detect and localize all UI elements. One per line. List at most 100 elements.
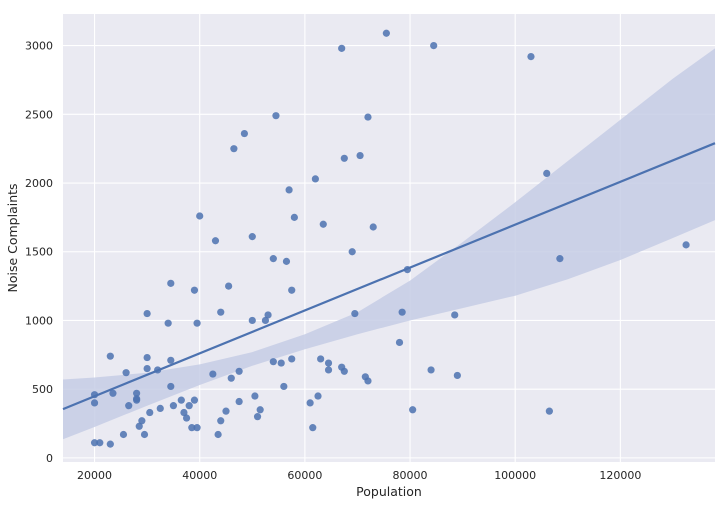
data-points — [90, 29, 690, 448]
data-point — [193, 319, 201, 327]
y-axis-label: Noise Complaints — [5, 183, 20, 292]
data-point — [364, 113, 372, 121]
data-point — [309, 424, 317, 432]
data-point — [190, 286, 199, 294]
data-point — [217, 417, 225, 425]
data-point — [217, 308, 225, 316]
data-point — [272, 112, 280, 120]
data-point — [288, 286, 296, 294]
x-axis-label: Population — [356, 484, 422, 499]
data-point — [319, 220, 327, 228]
data-point — [269, 255, 277, 263]
data-point — [146, 408, 154, 417]
y-tick-label: 2000 — [25, 177, 53, 190]
data-point — [156, 404, 164, 413]
data-point — [138, 417, 146, 425]
data-point — [382, 29, 390, 37]
data-point — [348, 248, 356, 256]
data-point — [230, 145, 238, 153]
data-point — [288, 355, 296, 363]
data-point — [196, 212, 204, 220]
data-point — [125, 402, 133, 410]
data-point — [314, 392, 322, 400]
data-point — [409, 406, 417, 414]
data-point — [251, 392, 259, 400]
data-point — [398, 308, 406, 316]
data-point — [256, 406, 264, 414]
data-point — [109, 389, 117, 397]
y-axis-ticks: 0 500 1000 1500 2000 2500 3000 — [25, 40, 53, 465]
data-point — [290, 213, 298, 221]
data-point — [545, 407, 553, 415]
x-tick-label: 80000 — [393, 469, 428, 482]
data-point — [167, 382, 175, 391]
data-point — [106, 440, 114, 448]
data-point — [143, 353, 151, 362]
data-point — [282, 257, 291, 265]
data-point — [90, 399, 99, 407]
data-point — [317, 355, 325, 363]
data-point — [280, 382, 288, 391]
y-tick-label: 2500 — [25, 108, 53, 121]
data-point — [311, 175, 319, 183]
data-point — [543, 169, 551, 178]
data-point — [133, 396, 141, 404]
data-point — [122, 369, 130, 377]
data-point — [240, 129, 249, 138]
y-tick-label: 1000 — [25, 314, 53, 327]
data-point — [193, 424, 201, 432]
data-point — [356, 151, 364, 160]
data-point — [96, 439, 104, 447]
data-point — [140, 430, 149, 439]
x-tick-label: 20000 — [77, 469, 112, 482]
regression-line — [62, 142, 716, 411]
data-point — [430, 42, 438, 50]
data-point — [351, 309, 359, 318]
data-point — [143, 364, 151, 373]
x-tick-label: 120000 — [599, 469, 641, 482]
data-point — [527, 53, 535, 61]
data-point — [222, 407, 230, 415]
data-point — [214, 430, 222, 439]
x-tick-label: 60000 — [287, 469, 322, 482]
data-point — [427, 366, 435, 374]
data-point — [269, 358, 277, 366]
data-point — [235, 367, 243, 375]
data-point — [364, 377, 372, 385]
data-point — [211, 237, 220, 245]
data-point — [235, 397, 243, 406]
x-tick-label: 100000 — [494, 469, 536, 482]
data-point — [451, 311, 459, 319]
data-point — [340, 367, 348, 375]
data-point — [135, 422, 143, 430]
data-point — [209, 370, 217, 378]
data-point — [285, 186, 293, 194]
data-point — [169, 402, 178, 410]
data-point — [682, 241, 690, 249]
data-point — [324, 359, 333, 367]
data-point — [277, 359, 285, 367]
data-point — [340, 154, 348, 162]
confidence-band — [63, 48, 715, 440]
data-point — [338, 44, 346, 52]
data-point — [248, 233, 256, 241]
data-point — [253, 413, 262, 421]
y-tick-label: 500 — [32, 383, 53, 396]
data-point — [395, 338, 404, 347]
x-axis-ticks: 20000 40000 60000 80000 100000 120000 — [77, 469, 641, 482]
data-point — [164, 319, 172, 327]
data-point — [180, 408, 188, 417]
confidence-band-area — [63, 48, 715, 440]
data-point — [90, 439, 99, 447]
data-point — [177, 396, 185, 404]
data-point — [133, 389, 141, 397]
data-point — [261, 316, 270, 325]
data-point — [167, 279, 175, 287]
data-point — [106, 352, 114, 360]
x-tick-label: 40000 — [182, 469, 217, 482]
data-point — [143, 309, 151, 318]
data-point — [190, 396, 199, 404]
data-point — [185, 402, 193, 410]
data-point — [227, 374, 235, 382]
